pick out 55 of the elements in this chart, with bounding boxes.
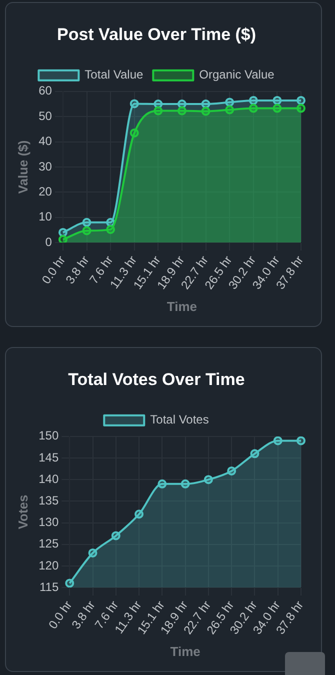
legend-label: Organic Value	[199, 68, 275, 82]
y-tick-label: 150	[38, 428, 59, 443]
point	[201, 99, 210, 108]
y-tick-label: 60	[38, 84, 52, 98]
point	[204, 475, 213, 484]
y-tick-label: 50	[38, 108, 52, 123]
point	[250, 449, 260, 458]
x-axis-title: Time	[170, 644, 200, 659]
y-tick-label: 40	[38, 134, 52, 148]
point	[82, 226, 92, 236]
y-tick-label: 130	[38, 515, 59, 530]
point	[248, 104, 258, 113]
point	[65, 578, 74, 588]
point	[177, 99, 186, 108]
point	[158, 479, 167, 488]
y-tick-label: 10	[38, 210, 52, 224]
point	[296, 96, 306, 105]
point	[58, 235, 68, 243]
chart-title: Total Votes Over Time	[68, 370, 245, 389]
legend-label: Total Votes	[150, 412, 209, 427]
point	[296, 104, 306, 113]
point	[134, 510, 144, 519]
point	[225, 105, 234, 114]
point	[272, 104, 282, 113]
point	[82, 218, 92, 227]
point	[227, 466, 236, 476]
point	[154, 106, 163, 116]
y-tick-label: 0	[45, 234, 52, 249]
point	[272, 96, 282, 105]
y-tick-label: 20	[38, 184, 52, 198]
point	[201, 106, 210, 116]
point	[88, 548, 98, 558]
point	[248, 96, 258, 105]
x-axis-title: Time	[166, 298, 198, 314]
point	[111, 531, 120, 540]
y-axis-title: Value ($)	[15, 140, 30, 194]
y-tick-label: 120	[38, 558, 59, 572]
point	[177, 106, 186, 116]
y-tick-label: 140	[38, 472, 59, 486]
point	[296, 436, 306, 446]
point	[225, 98, 234, 107]
y-tick-label: 125	[38, 536, 59, 551]
legend-label: Total Value	[84, 68, 144, 82]
point	[180, 479, 190, 488]
y-tick-label: 115	[39, 580, 59, 594]
point	[273, 436, 282, 446]
chart-title: Post Value Over Time ($)	[56, 24, 256, 44]
y-axis-title: Votes	[15, 494, 30, 530]
point	[130, 128, 139, 138]
point	[58, 228, 68, 237]
y-tick-label: 145	[38, 450, 59, 464]
point	[130, 99, 139, 108]
point	[106, 224, 116, 234]
y-tick-label: 30	[38, 159, 52, 174]
y-tick-label: 135	[38, 493, 59, 508]
